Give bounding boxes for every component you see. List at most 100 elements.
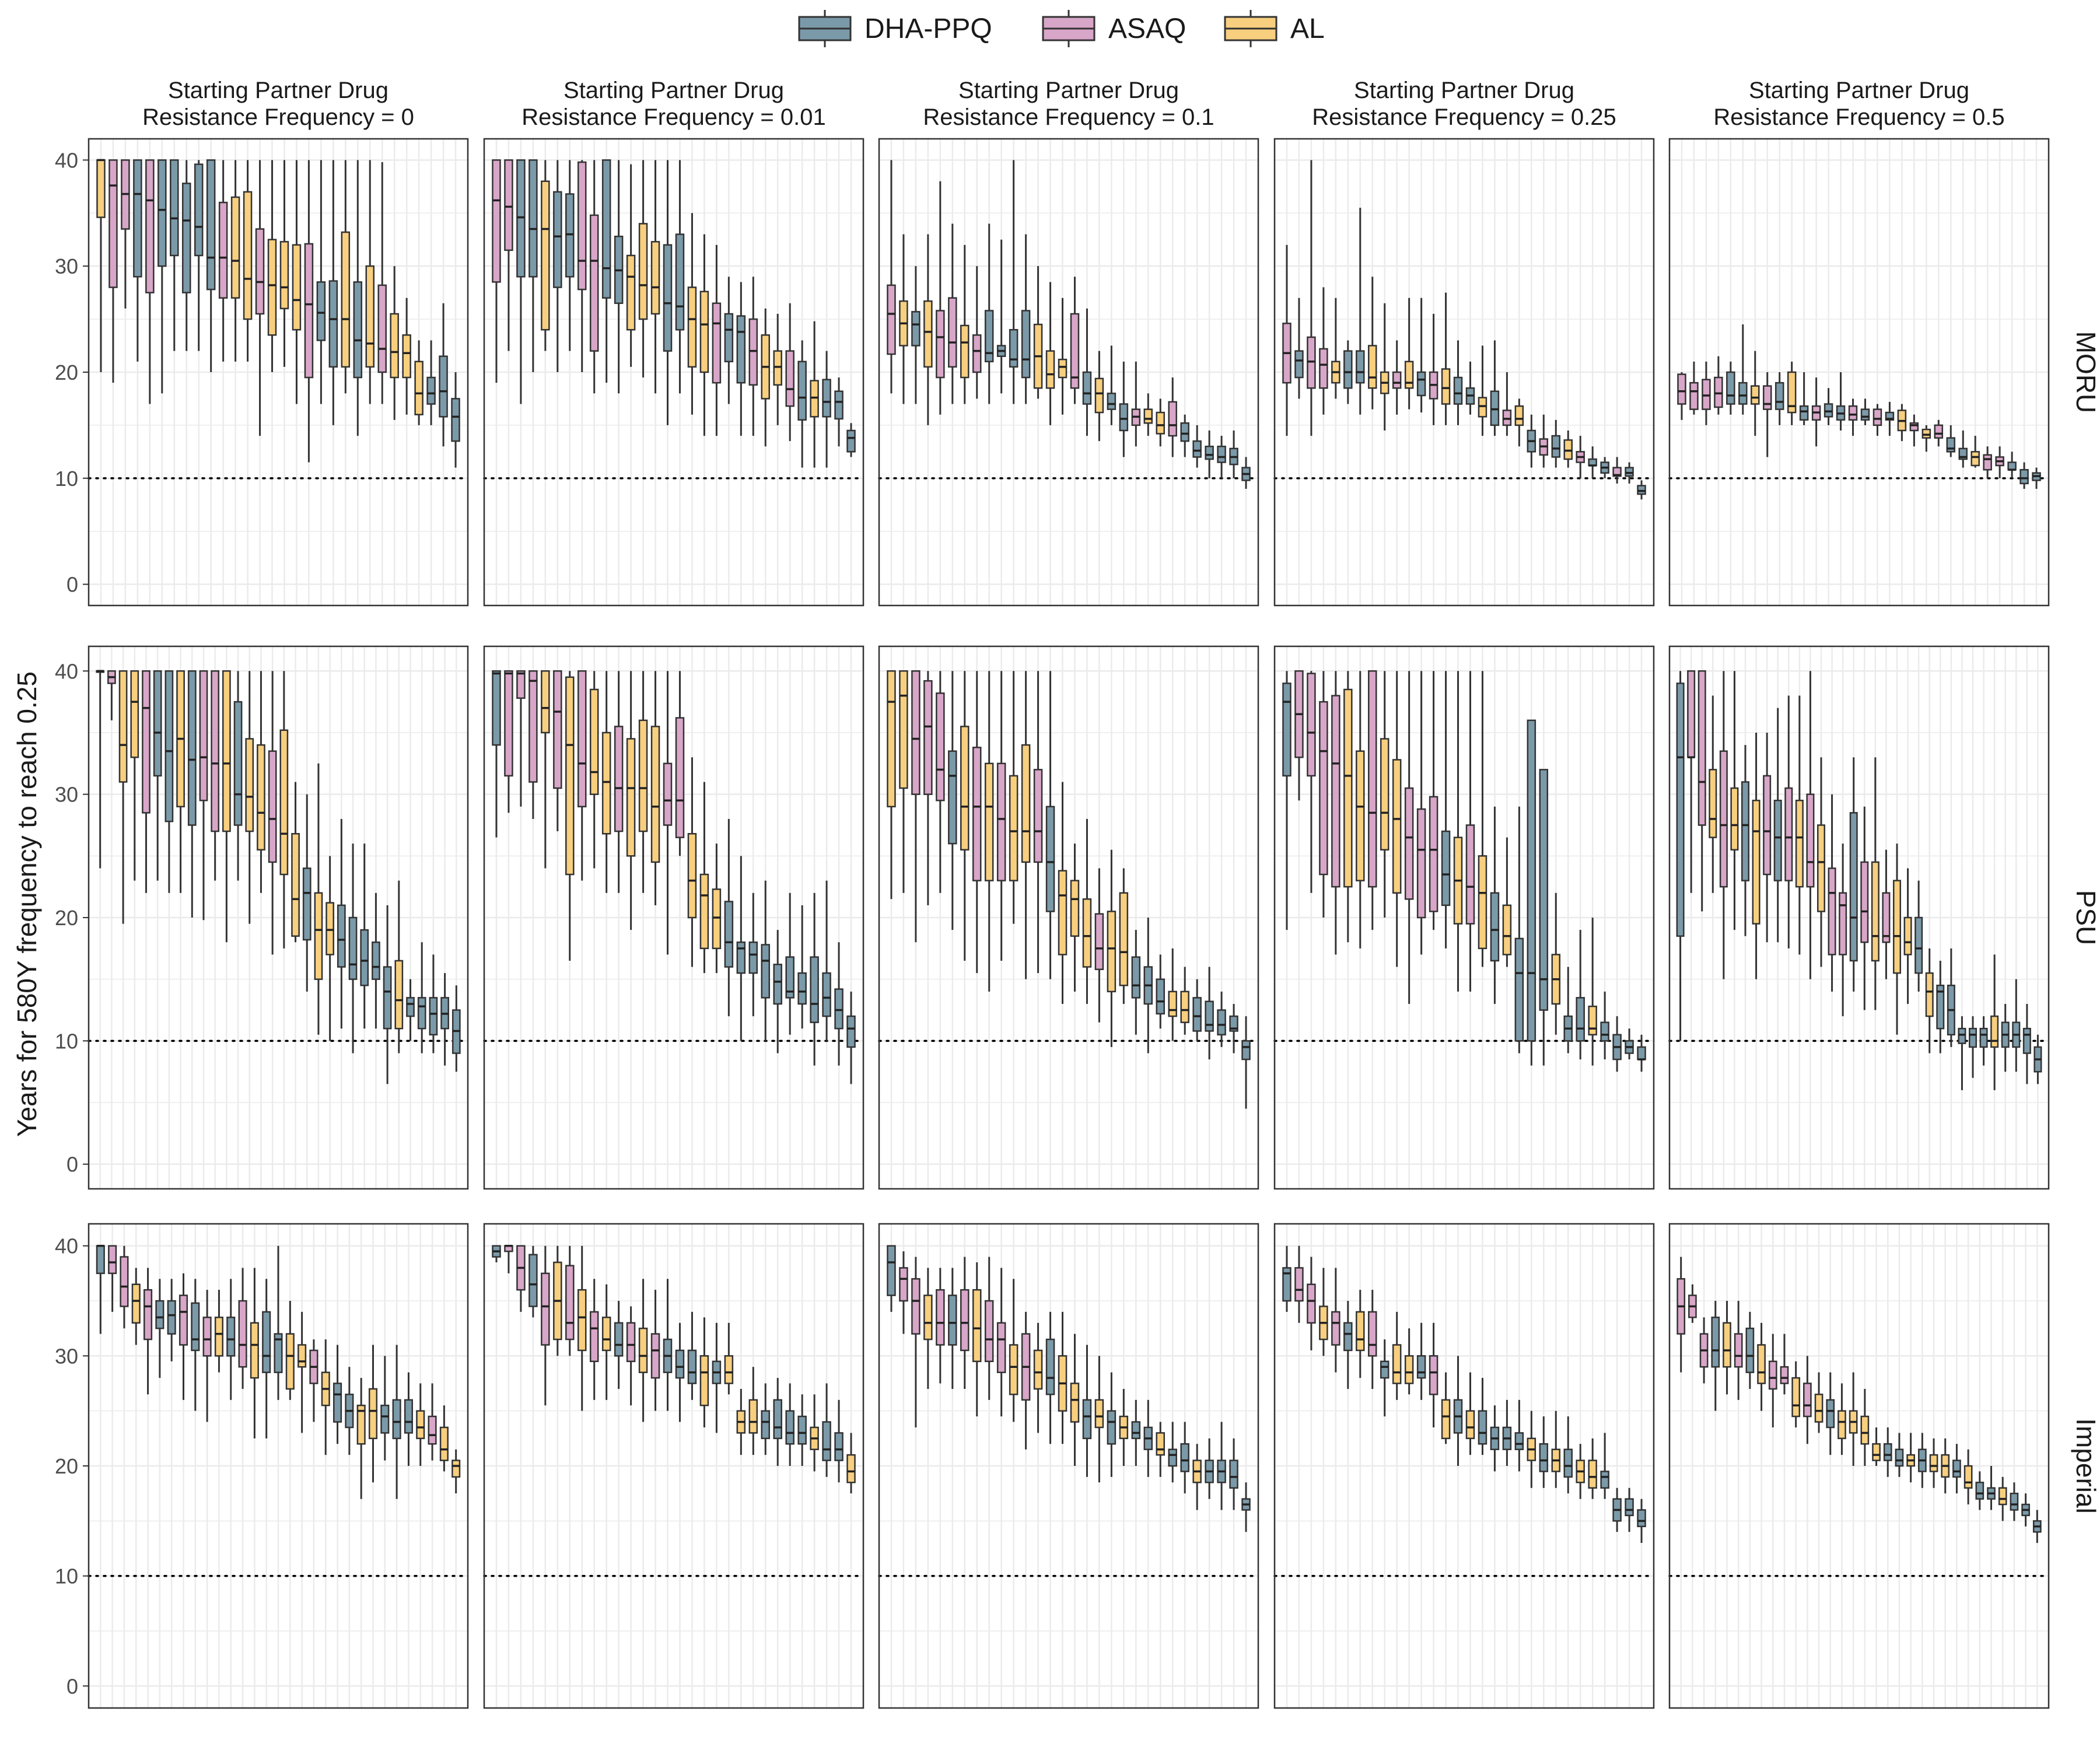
box <box>1205 967 1214 1060</box>
box <box>178 1273 188 1400</box>
box-body <box>1848 405 1858 421</box>
box-body <box>292 244 302 331</box>
box <box>2010 1482 2019 1521</box>
y-tick-label: 40 <box>55 1234 78 1258</box>
box-body <box>326 902 334 956</box>
legend-label-dha-ppq: DHA-PPQ <box>864 13 992 44</box>
box-body <box>1637 1509 1646 1528</box>
box <box>279 671 289 949</box>
box-body <box>2022 1027 2031 1054</box>
box-body <box>1478 397 1488 418</box>
box-body <box>133 159 142 278</box>
box-body <box>1757 1344 1766 1384</box>
box <box>797 340 807 468</box>
box-body <box>1009 1344 1019 1395</box>
box <box>316 160 326 404</box>
box <box>1429 314 1438 425</box>
box <box>337 818 346 1029</box>
box-body <box>1625 1498 1634 1517</box>
box <box>404 1372 413 1466</box>
box-body <box>1392 1344 1402 1384</box>
box-body <box>1107 1410 1116 1445</box>
box <box>314 763 323 1035</box>
box-body <box>1563 1448 1573 1478</box>
box <box>638 160 648 378</box>
box-body <box>1539 769 1549 1011</box>
box-body <box>504 670 513 777</box>
box-body <box>1576 997 1585 1042</box>
facet-header-line2: Resistance Frequency = 0.25 <box>1312 104 1616 130</box>
box-body <box>337 904 346 968</box>
box-body <box>541 180 550 331</box>
box-body <box>1453 376 1463 405</box>
box <box>887 1245 896 1312</box>
box <box>1070 276 1080 404</box>
box-body <box>1803 1382 1812 1418</box>
box <box>1625 1488 1634 1532</box>
box <box>797 905 807 1029</box>
box-body <box>1738 382 1748 405</box>
box-body <box>1416 1355 1426 1379</box>
box <box>687 757 697 967</box>
box <box>1502 372 1512 436</box>
box-body <box>699 873 709 950</box>
legend-label-al: AL <box>1290 13 1325 44</box>
box <box>541 160 550 351</box>
box <box>1307 671 1316 893</box>
box <box>1741 745 1750 936</box>
box-body <box>1217 446 1226 463</box>
box-body <box>191 1302 200 1352</box>
box-body <box>638 1327 648 1373</box>
box-body <box>846 1015 856 1048</box>
box <box>440 973 449 1066</box>
box <box>1745 1311 1755 1389</box>
box <box>274 1245 283 1400</box>
box <box>699 782 709 974</box>
box <box>1131 1399 1141 1466</box>
box-body <box>1925 972 1934 1017</box>
box <box>214 1290 223 1373</box>
box <box>130 670 139 881</box>
box-body <box>2010 1492 2019 1511</box>
box <box>1119 1388 1129 1466</box>
box-body <box>1873 408 1882 426</box>
box-body <box>1319 701 1328 876</box>
box-body <box>1416 371 1426 397</box>
box <box>1922 425 1931 452</box>
box-body <box>797 360 807 421</box>
legend-box-icon-al <box>1224 10 1278 47</box>
box <box>1676 1256 1686 1373</box>
box <box>118 670 128 924</box>
facet-panel <box>878 138 1259 607</box>
panel-border <box>1273 645 1655 1190</box>
box <box>1849 1372 1858 1466</box>
box <box>1282 1245 1292 1312</box>
box-body <box>1241 1040 1251 1060</box>
box-body <box>1795 799 1804 888</box>
box-body <box>426 376 436 405</box>
box <box>291 782 300 943</box>
box-body <box>1404 1355 1414 1384</box>
box <box>589 160 599 394</box>
box <box>1241 1482 1251 1532</box>
box-body <box>834 1432 844 1461</box>
box-body <box>1058 870 1068 956</box>
box <box>712 1322 722 1433</box>
box <box>1217 436 1226 478</box>
box <box>1367 670 1377 930</box>
box-body <box>402 334 411 379</box>
box-body <box>130 670 139 758</box>
box <box>1885 401 1895 436</box>
box <box>2012 979 2021 1072</box>
box-body <box>206 159 216 290</box>
facet-panel <box>483 138 864 607</box>
box <box>899 234 908 404</box>
box-body <box>626 738 636 857</box>
box-body <box>1343 350 1353 389</box>
box-body <box>1307 336 1316 389</box>
box <box>368 1345 378 1483</box>
box-body <box>392 1399 401 1440</box>
box <box>1676 671 1685 1041</box>
box-body <box>1502 410 1512 426</box>
box <box>1702 361 1711 425</box>
